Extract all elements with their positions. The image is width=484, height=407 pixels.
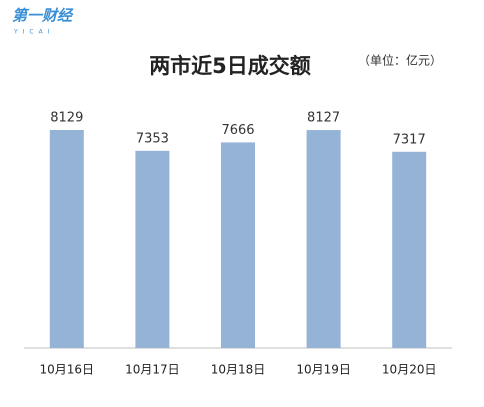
- bar: [49, 130, 84, 348]
- logo: 第一财经: [12, 7, 74, 25]
- value-label: 7317: [393, 132, 426, 147]
- bar: [135, 150, 170, 348]
- value-label: 8127: [307, 111, 340, 126]
- bar: [306, 130, 341, 348]
- value-label: 7353: [136, 131, 169, 146]
- logo-subtext: YICAI: [13, 29, 55, 36]
- bar: [221, 142, 255, 348]
- value-label: 7666: [221, 123, 254, 138]
- x-tick-label: 10月19日: [296, 363, 351, 377]
- x-tick-label: 10月18日: [211, 363, 266, 377]
- chart-title: 两市近5日成交额: [149, 54, 311, 78]
- bar: [392, 151, 427, 348]
- value-label: 8129: [50, 111, 83, 126]
- x-tick-label: 10月17日: [125, 363, 180, 377]
- x-tick-label: 10月16日: [40, 363, 95, 377]
- unit-label: （单位：亿元）: [358, 53, 442, 68]
- x-tick-label: 10月20日: [382, 363, 437, 377]
